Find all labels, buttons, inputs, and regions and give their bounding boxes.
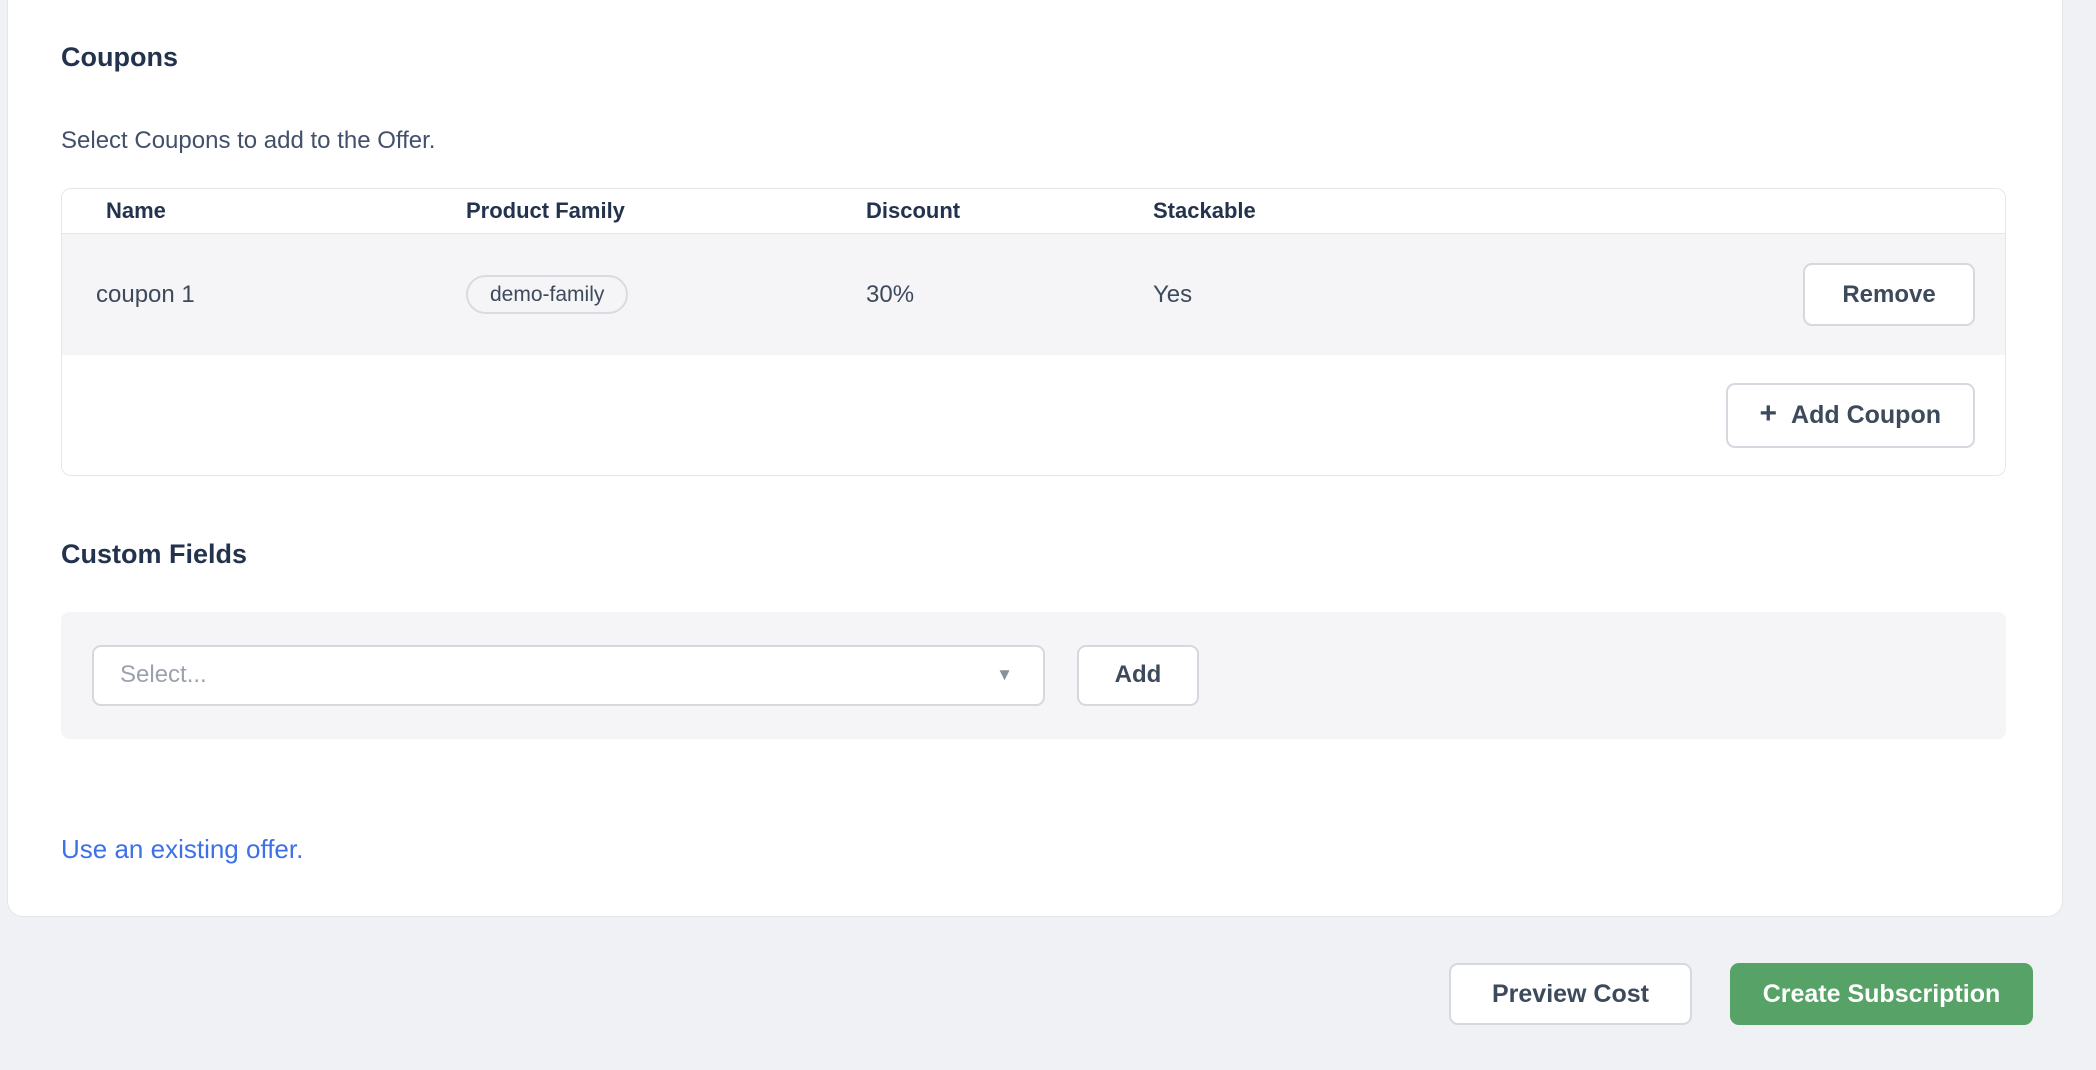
coupons-table-header: Name Product Family Discount Stackable xyxy=(62,189,2005,235)
coupon-product-family-cell: demo-family xyxy=(466,275,866,315)
coupons-section-subtitle: Select Coupons to add to the Offer. xyxy=(61,127,436,155)
column-header-stackable: Stackable xyxy=(1153,198,1256,224)
plus-icon: + xyxy=(1759,397,1778,431)
use-existing-offer-link[interactable]: Use an existing offer. xyxy=(61,833,304,864)
column-header-discount: Discount xyxy=(866,198,961,224)
column-header-product-family: Product Family xyxy=(466,198,625,224)
coupons-table-footer: + Add Coupon xyxy=(62,355,2005,476)
coupon-name-cell: coupon 1 xyxy=(96,280,195,308)
chevron-down-icon: ▼ xyxy=(996,665,1013,685)
offer-card: Coupons Select Coupons to add to the Off… xyxy=(7,0,2063,917)
product-family-badge: demo-family xyxy=(466,275,629,315)
create-subscription-button[interactable]: Create Subscription xyxy=(1730,963,2033,1025)
column-header-name: Name xyxy=(106,198,166,224)
coupons-section-title: Coupons xyxy=(61,42,178,72)
footer-actions: Preview Cost Create Subscription xyxy=(1449,963,2033,1025)
custom-fields-panel: Select... ▼ Add xyxy=(61,611,2006,739)
preview-cost-button[interactable]: Preview Cost xyxy=(1449,963,1692,1025)
add-coupon-label: Add Coupon xyxy=(1791,400,1941,429)
coupon-discount-cell: 30% xyxy=(866,280,915,308)
coupon-table-row: coupon 1 demo-family 30% Yes Remove xyxy=(62,234,2005,356)
coupons-table: Name Product Family Discount Stackable c… xyxy=(61,188,2006,477)
add-custom-field-button[interactable]: Add xyxy=(1077,644,1199,706)
coupon-action-cell: Remove xyxy=(1803,263,2005,327)
custom-fields-title: Custom Fields xyxy=(61,539,248,570)
select-placeholder: Select... xyxy=(120,661,207,689)
remove-coupon-button[interactable]: Remove xyxy=(1803,263,1975,327)
add-coupon-button[interactable]: + Add Coupon xyxy=(1725,382,1975,448)
coupon-stackable-cell: Yes xyxy=(1153,280,1193,308)
custom-field-select[interactable]: Select... ▼ xyxy=(92,644,1045,706)
